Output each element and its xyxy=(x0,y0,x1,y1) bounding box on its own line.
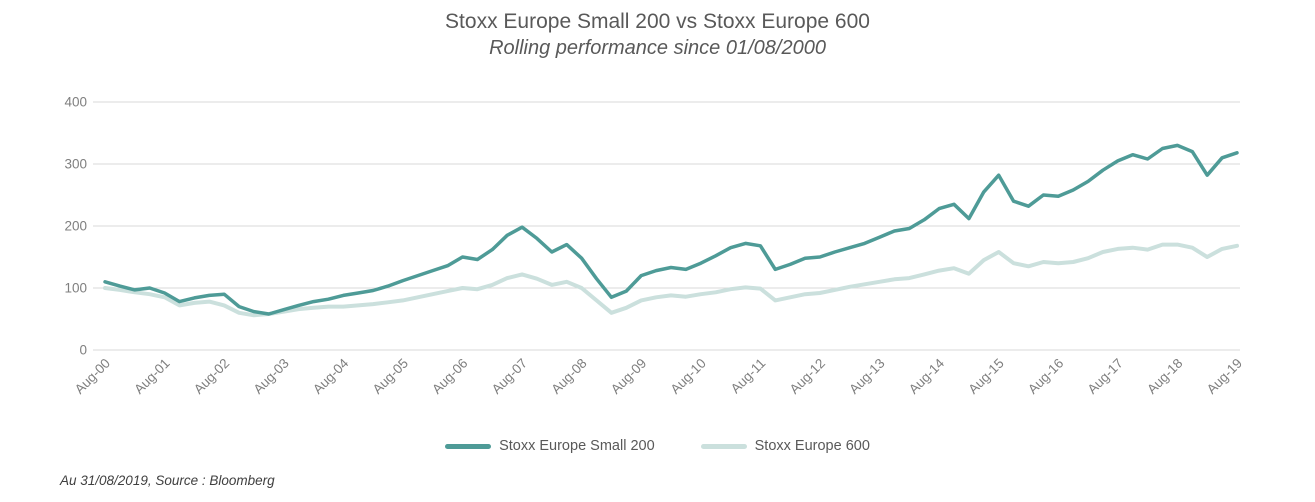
svg-text:300: 300 xyxy=(64,157,87,172)
svg-text:Aug-08: Aug-08 xyxy=(548,356,589,397)
chart-legend: Stoxx Europe Small 200 Stoxx Europe 600 xyxy=(0,438,1315,454)
svg-text:100: 100 xyxy=(64,281,87,296)
chart-subtitle: Rolling performance since 01/08/2000 xyxy=(489,37,826,60)
svg-text:Aug-18: Aug-18 xyxy=(1144,356,1185,397)
svg-text:Aug-04: Aug-04 xyxy=(310,355,352,397)
legend-swatch-stoxx-600-icon xyxy=(700,443,747,449)
svg-text:Aug-15: Aug-15 xyxy=(965,356,1006,397)
svg-text:0: 0 xyxy=(79,343,87,358)
svg-text:Aug-07: Aug-07 xyxy=(489,356,530,397)
svg-text:Aug-05: Aug-05 xyxy=(370,356,411,397)
chart-header: Stoxx Europe Small 200 vs Stoxx Europe 6… xyxy=(0,8,1315,61)
svg-text:Aug-17: Aug-17 xyxy=(1085,356,1126,397)
svg-text:Aug-00: Aug-00 xyxy=(72,356,113,397)
svg-text:Aug-12: Aug-12 xyxy=(787,356,828,397)
source-note: Au 31/08/2019, Source : Bloomberg xyxy=(60,473,275,488)
svg-text:Aug-10: Aug-10 xyxy=(668,356,709,397)
svg-text:Aug-14: Aug-14 xyxy=(906,355,948,397)
svg-text:200: 200 xyxy=(64,219,87,234)
svg-text:Aug-11: Aug-11 xyxy=(728,356,769,397)
svg-text:Aug-01: Aug-01 xyxy=(131,356,172,397)
svg-text:Aug-02: Aug-02 xyxy=(191,356,232,397)
svg-text:Aug-09: Aug-09 xyxy=(608,356,649,397)
svg-text:Aug-16: Aug-16 xyxy=(1025,356,1066,397)
svg-text:400: 400 xyxy=(64,95,87,110)
svg-text:Aug-06: Aug-06 xyxy=(429,356,470,397)
legend-item-small-200: Stoxx Europe Small 200 xyxy=(445,438,655,454)
svg-text:Aug-13: Aug-13 xyxy=(846,356,887,397)
legend-item-stoxx-600: Stoxx Europe 600 xyxy=(700,438,870,454)
svg-text:Aug-03: Aug-03 xyxy=(250,356,291,397)
legend-label-small-200: Stoxx Europe Small 200 xyxy=(499,438,655,454)
legend-label-stoxx-600: Stoxx Europe 600 xyxy=(754,438,870,454)
svg-text:Aug-19: Aug-19 xyxy=(1204,356,1245,397)
chart-title: Stoxx Europe Small 200 vs Stoxx Europe 6… xyxy=(445,10,870,33)
legend-swatch-small-200-icon xyxy=(445,443,492,449)
